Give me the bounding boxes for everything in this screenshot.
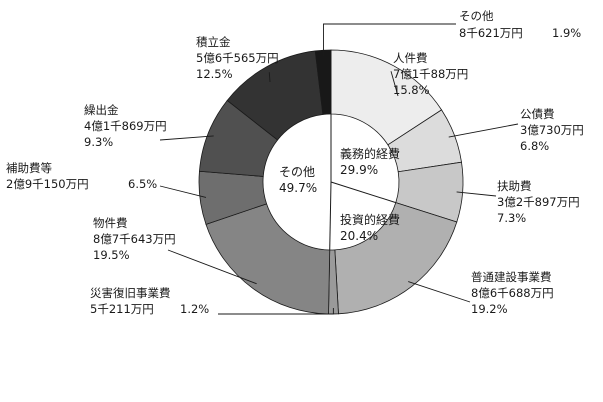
label-name-tsumitatekin: 積立金 [196,35,231,49]
label-name-saigai-fukkyu: 災害復旧事業費 [90,286,171,300]
label-percent-hojohi: 6.5% [128,177,157,191]
inner-group-labels: 義務的経費 29.9% 投資的経費 20.4% その他 49.7% [279,146,400,243]
label-percent-tsumitatekin: 12.5% [196,67,233,81]
leader-kosaihi [448,123,519,138]
label-percent-fujohi: 7.3% [497,211,526,225]
label-percent-jinkenhi: 15.8% [393,83,430,97]
leader-sonota [323,23,456,57]
donut-slices [198,49,464,315]
leader-tsumitatekin [268,72,271,83]
label-amount-bukkenhi: 8億7千643万円 [93,232,176,246]
inner-percent-toshiteki: 20.4% [340,229,378,243]
inner-percent-sonota: 49.7% [279,181,317,195]
label-percent-kosaihi: 6.8% [520,139,549,153]
leader-jinkenhi [390,71,399,97]
inner-label-gimuteki: 義務的経費 [340,146,400,161]
label-name-bukkenhi: 物件費 [93,216,128,230]
label-percent-bukkenhi: 19.5% [93,248,130,262]
leader-kuridashikin [159,135,214,141]
label-name-futsu-kensetsu: 普通建設事業費 [471,270,552,284]
label-amount-sonota: 8千621万円 [459,26,523,40]
label-amount-jinkenhi: 7億1千88万円 [393,67,468,81]
label-name-jinkenhi: 人件費 [393,51,428,65]
label-amount-kosaihi: 3億730万円 [520,123,584,137]
label-name-kuridashikin: 繰出金 [84,103,119,117]
leader-saigai-fukkyu [218,307,334,315]
slice-bukkenhi [205,203,331,315]
leader-futsu-kensetsu [408,281,471,303]
leader-fujohi [456,191,497,197]
label-percent-sonota: 1.9% [552,26,581,40]
inner-group-dividers [329,114,396,250]
label-name-fujohi: 扶助費 [497,179,532,193]
label-name-kosaihi: 公債費 [520,107,555,121]
leader-hojohi [159,185,207,198]
slice-futsu-kensetsu [334,202,458,315]
label-amount-kuridashikin: 4億1千869万円 [84,119,167,133]
inner-label-toshiteki: 投資的経費 [340,212,400,227]
label-amount-hojohi: 2億9千150万円 [6,177,89,191]
outer-labels: 人件費 7億1千88万円 15.8% 公債費 3億730万円 6.8% 扶助費 … [6,9,584,316]
label-amount-tsumitatekin: 5億6千565万円 [196,51,279,65]
inner-label-sonota: その他 [279,165,315,179]
label-percent-kuridashikin: 9.3% [84,135,113,149]
divider-bottom [329,181,332,250]
leader-lines [159,23,519,315]
label-name-sonota: その他 [459,9,494,23]
label-name-hojohi: 補助費等 [6,161,52,175]
label-amount-saigai-fukkyu: 5千211万円 [90,302,154,316]
label-percent-futsu-kensetsu: 19.2% [471,302,508,316]
label-percent-saigai-fukkyu: 1.2% [180,302,209,316]
leader-bukkenhi [167,249,257,285]
label-amount-futsu-kensetsu: 8億6千688万円 [471,286,554,300]
inner-percent-gimuteki: 29.9% [340,163,378,177]
divider-right [330,181,396,204]
label-amount-fujohi: 3億2千897万円 [497,195,580,209]
